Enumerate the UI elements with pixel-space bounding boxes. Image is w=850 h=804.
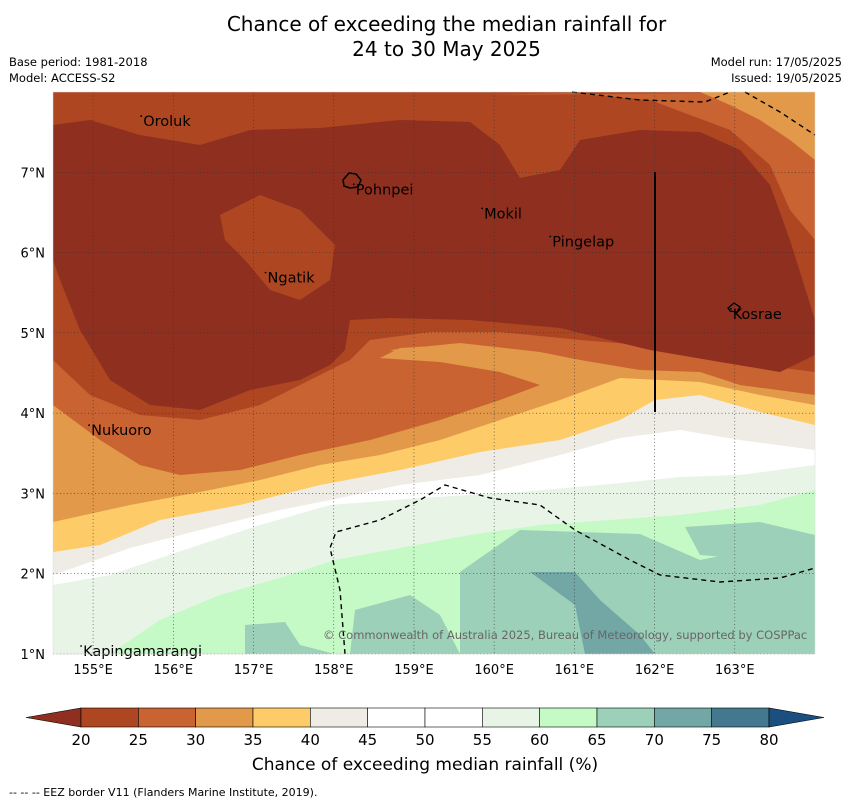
colorbar-swatch [80, 707, 139, 728]
model-name: Model: ACCESS-S2 [9, 71, 116, 85]
band-30-35-inner [390, 343, 590, 380]
place-labels: Oroluk Pohnpei Mokil Pingelap Ngatik Kosrae Nu… [80, 114, 782, 660]
colorbar-swatch [596, 707, 655, 728]
pohnpei-island-shape [342, 172, 362, 189]
kosrae-island-shape [727, 302, 741, 313]
map-title: Chance of exceeding the median rainfall … [0, 12, 850, 62]
colorbar-tick-label: 45 [358, 731, 377, 749]
latitude-tick-label: 5°N [21, 327, 46, 342]
latitude-tick-label: 7°N [21, 166, 46, 181]
longitude-tick-label: 162°E [635, 663, 675, 678]
latitude-tick-label: 2°N [21, 568, 46, 583]
title-line-2: 24 to 30 May 2025 [352, 37, 541, 61]
place-label: Pohnpei [356, 182, 414, 198]
colorbar-swatch [138, 707, 196, 728]
issue-date: Issued: 19/05/2025 [731, 71, 842, 85]
colorbar-high-extend [768, 707, 825, 728]
place-marker [264, 271, 267, 274]
longitude-tick-label: 158°E [314, 663, 354, 678]
latitude-tick-label: 4°N [21, 407, 46, 422]
colorbar-tick-label: 35 [243, 731, 262, 749]
eez-border [329, 484, 816, 655]
band-65-70-c [460, 530, 815, 654]
place-marker [80, 645, 82, 647]
place-marker [549, 235, 552, 238]
base-period: Base period: 1981-2018 [9, 55, 148, 69]
place-label: Ngatik [268, 271, 316, 287]
colorbar-swatch [310, 707, 368, 728]
meta-right: Model run: 17/05/2025 Issued: 19/05/2025 [711, 54, 842, 86]
place-label: Oroluk [143, 114, 191, 130]
latitude-axis: 1°N 2°N 3°N 4°N 5°N 6°N 7°N [21, 166, 46, 663]
latitude-tick-label: 6°N [21, 247, 46, 262]
band-below-20 [53, 120, 815, 410]
colorbar-tick-label: 40 [301, 731, 320, 749]
band-65-70-b [350, 595, 460, 654]
colorbar-tick-label: 50 [415, 731, 434, 749]
rainfall-probability-field [53, 92, 815, 654]
colorbar-label: Chance of exceeding median rainfall (%) [251, 755, 599, 775]
band-25-30-ne [490, 92, 815, 240]
place-label: Pingelap [552, 235, 614, 251]
map-frame [52, 91, 816, 655]
band-65-70 [245, 622, 335, 654]
longitude-tick-label: 159°E [394, 663, 434, 678]
colorbar-tick-label: 20 [71, 731, 90, 749]
longitude-tick-label: 163°E [715, 663, 755, 678]
eez-border [744, 91, 816, 136]
colorbar-swatch [424, 707, 483, 728]
colorbar-tick-label: 60 [530, 731, 549, 749]
place-label: Nukuoro [91, 423, 152, 439]
longitude-axis: 155°E 156°E 157°E 158°E 159°E 160°E 161°E 162°E… [73, 663, 754, 678]
colorbar-tick-label: 70 [645, 731, 664, 749]
eez-border [571, 91, 731, 103]
colorbar: 20 25 30 35 40 45 50 55 60 65 70 75 80 [25, 707, 825, 749]
colorbar-swatch [482, 707, 540, 728]
eez-footnote: -- -- -- EEZ border V11 (Flanders Marine… [9, 786, 318, 799]
title-line-1: Chance of exceeding the median rainfall … [226, 12, 667, 36]
band-20-25-inner [220, 195, 335, 300]
band-30-35-ne [700, 92, 815, 160]
place-label: Mokil [484, 206, 522, 222]
colorbar-swatch [367, 707, 426, 728]
place-marker [481, 207, 484, 210]
colorbar-tick-label: 25 [129, 731, 148, 749]
colorbar-swatch [252, 707, 311, 728]
colorbar-tick-label: 30 [186, 731, 205, 749]
colorbar-tick-label: 65 [587, 731, 606, 749]
place-marker [729, 307, 732, 310]
colorbar-swatch [539, 707, 598, 728]
place-label: Kosrae [733, 307, 782, 323]
colorbar-swatch [654, 707, 712, 728]
place-label: Kapingamarangi [83, 644, 202, 660]
place-marker [140, 115, 143, 117]
place-marker [352, 183, 355, 186]
place-marker [88, 424, 90, 427]
meta-left: Base period: 1981-2018 Model: ACCESS-S2 [9, 54, 148, 86]
longitude-tick-label: 160°E [474, 663, 514, 678]
colorbar-swatch [711, 707, 770, 728]
latitude-tick-label: 3°N [21, 487, 46, 502]
colorbar-swatch [195, 707, 254, 728]
band-70-75 [530, 572, 655, 654]
longitude-tick-label: 161°E [555, 663, 595, 678]
latitude-tick-label: 1°N [21, 648, 46, 663]
longitude-tick-label: 157°E [234, 663, 274, 678]
colorbar-tick-label: 80 [759, 731, 778, 749]
longitude-tick-label: 155°E [73, 663, 113, 678]
model-run: Model run: 17/05/2025 [710, 55, 842, 69]
colorbar-low-extend [25, 707, 82, 728]
band-65-70-d [685, 522, 815, 560]
colorbar-tick-label: 55 [473, 731, 492, 749]
longitude-tick-label: 156°E [154, 663, 194, 678]
copyright-notice: © Commonwealth of Australia 2025, Bureau… [323, 628, 808, 642]
colorbar-tick-label: 75 [702, 731, 721, 749]
